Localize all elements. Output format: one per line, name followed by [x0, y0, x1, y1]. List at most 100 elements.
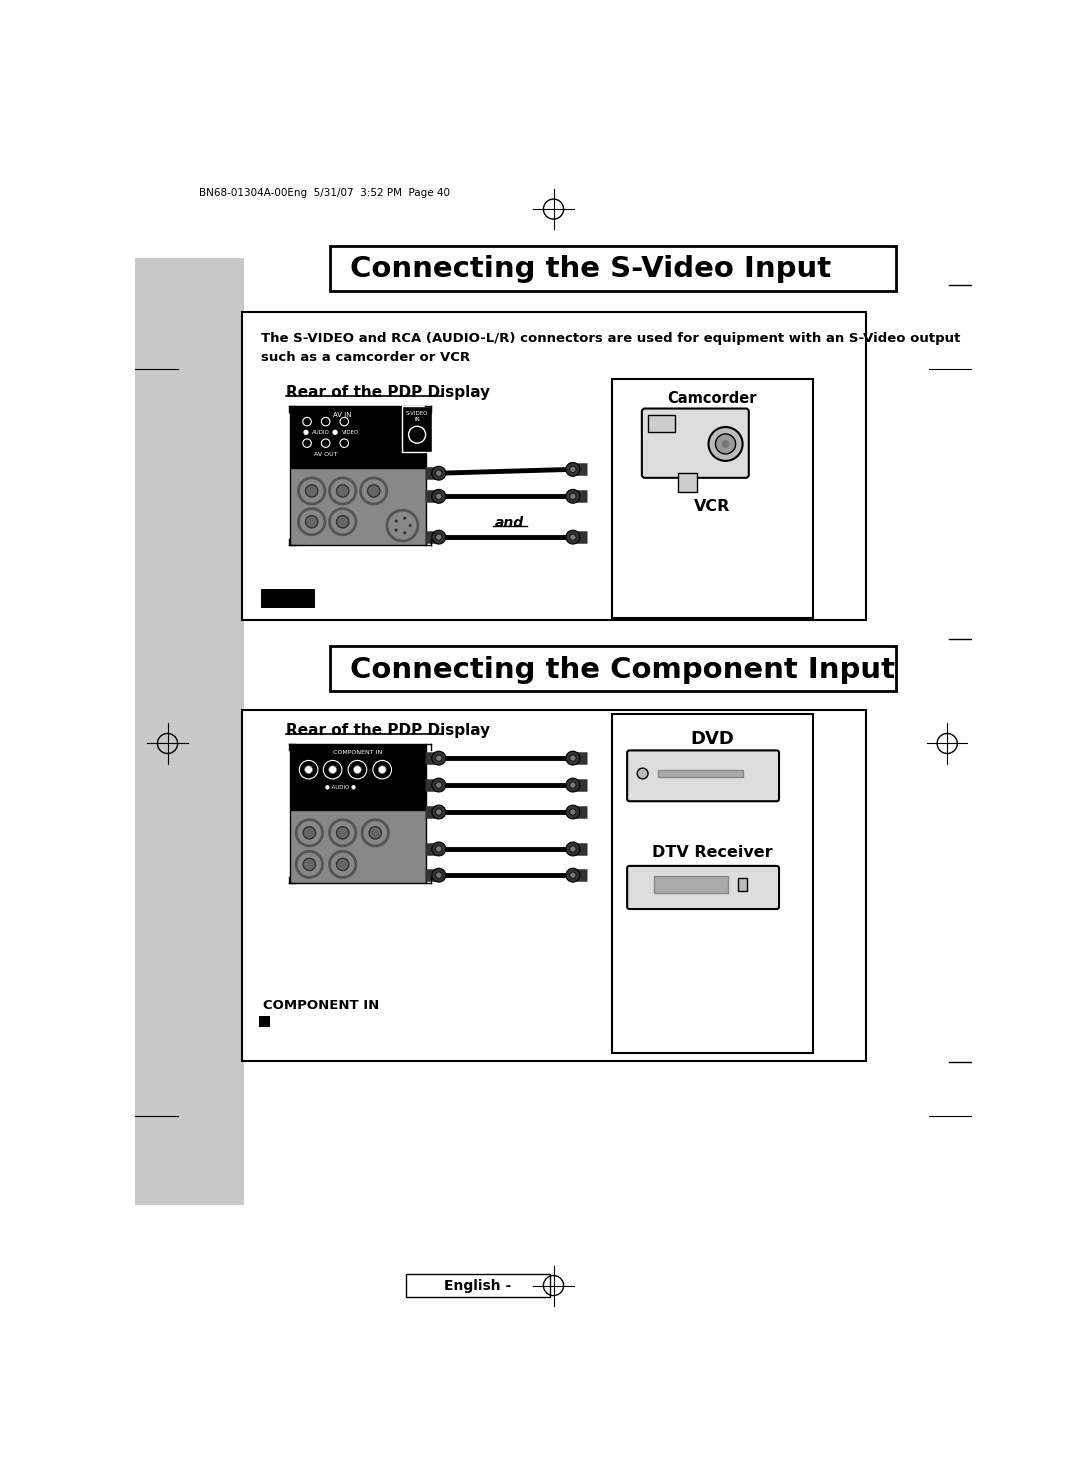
Circle shape [637, 767, 648, 779]
Circle shape [432, 489, 446, 504]
Text: The S-VIDEO and RCA (AUDIO-L/R) connectors are used for equipment with an S-Vide: The S-VIDEO and RCA (AUDIO-L/R) connecto… [260, 333, 960, 364]
Text: Rear of the PDP Display: Rear of the PDP Display [286, 384, 490, 399]
Text: VCR: VCR [694, 499, 730, 514]
Bar [291, 468, 426, 545]
Text: ● AUDIO ●: ● AUDIO ● [325, 784, 355, 790]
Circle shape [337, 516, 349, 527]
Circle shape [435, 846, 442, 851]
Circle shape [570, 493, 576, 499]
Text: BN68-01304A-00Eng  5/31/07  3:52 PM  Page 40: BN68-01304A-00Eng 5/31/07 3:52 PM Page 4… [199, 187, 449, 197]
Bar [406, 1274, 550, 1298]
Circle shape [435, 470, 442, 476]
Circle shape [570, 809, 576, 815]
Circle shape [403, 532, 406, 535]
Bar [738, 878, 747, 891]
Circle shape [435, 809, 442, 815]
Circle shape [715, 435, 735, 454]
Bar [658, 770, 743, 778]
Text: COMPONENT IN: COMPONENT IN [333, 750, 382, 754]
Circle shape [570, 756, 576, 762]
Circle shape [337, 826, 349, 840]
Circle shape [303, 826, 315, 840]
Circle shape [403, 517, 406, 520]
Circle shape [570, 782, 576, 788]
Text: DVD: DVD [690, 729, 734, 748]
Text: AV IN: AV IN [334, 411, 352, 418]
Bar [330, 647, 896, 691]
Bar [242, 311, 866, 620]
Circle shape [435, 493, 442, 499]
Circle shape [408, 524, 411, 527]
Circle shape [432, 778, 446, 792]
Text: S-VIDEO
IN: S-VIDEO IN [406, 411, 429, 423]
Circle shape [435, 782, 442, 788]
Circle shape [394, 529, 397, 532]
Text: DTV Receiver: DTV Receiver [652, 846, 772, 860]
Circle shape [566, 489, 580, 504]
Bar [611, 379, 813, 619]
Text: VIDEO: VIDEO [342, 430, 359, 435]
Text: Connecting the Component Input: Connecting the Component Input [350, 655, 895, 683]
Bar [403, 407, 432, 452]
Circle shape [570, 846, 576, 851]
Circle shape [306, 485, 318, 496]
Bar [135, 258, 422, 1205]
Text: AUDIO: AUDIO [312, 430, 329, 435]
Circle shape [708, 427, 743, 461]
Circle shape [432, 467, 446, 480]
Circle shape [367, 485, 380, 496]
Circle shape [369, 826, 381, 840]
Circle shape [378, 766, 387, 773]
Bar [260, 589, 314, 608]
Bar [242, 710, 866, 1061]
Text: COMPONENT IN: COMPONENT IN [262, 999, 379, 1012]
Text: ●: ● [332, 430, 338, 436]
Text: ●: ● [302, 430, 309, 436]
Circle shape [432, 868, 446, 882]
Bar [243, 258, 422, 1205]
Bar [291, 744, 426, 810]
Circle shape [432, 751, 446, 764]
Circle shape [566, 778, 580, 792]
Text: English -: English - [444, 1279, 511, 1293]
Text: Connecting the S-Video Input: Connecting the S-Video Input [350, 255, 832, 283]
FancyBboxPatch shape [642, 408, 748, 477]
Bar [648, 415, 675, 433]
Circle shape [566, 806, 580, 819]
Circle shape [566, 868, 580, 882]
Circle shape [337, 859, 349, 871]
Circle shape [566, 530, 580, 544]
Text: Camcorder: Camcorder [667, 390, 757, 407]
Circle shape [570, 535, 576, 541]
Circle shape [566, 843, 580, 856]
Circle shape [435, 756, 442, 762]
Circle shape [435, 535, 442, 541]
Circle shape [394, 520, 397, 523]
Text: and: and [495, 516, 524, 530]
Circle shape [566, 463, 580, 476]
Bar [677, 473, 697, 492]
Circle shape [432, 530, 446, 544]
Bar [330, 246, 896, 290]
Circle shape [306, 516, 318, 527]
Circle shape [432, 806, 446, 819]
FancyBboxPatch shape [627, 750, 779, 801]
Circle shape [435, 872, 442, 878]
Circle shape [432, 843, 446, 856]
Bar [611, 714, 813, 1053]
Bar [654, 876, 728, 893]
Circle shape [353, 766, 362, 773]
Circle shape [721, 440, 729, 448]
Bar [291, 810, 426, 882]
Text: AV OUT: AV OUT [314, 452, 337, 458]
FancyBboxPatch shape [627, 866, 779, 909]
Bar [259, 1016, 270, 1027]
Circle shape [305, 766, 312, 773]
Circle shape [328, 766, 337, 773]
Bar [291, 407, 426, 468]
Circle shape [570, 872, 576, 878]
Circle shape [337, 485, 349, 496]
Text: Rear of the PDP Display: Rear of the PDP Display [286, 723, 490, 738]
Circle shape [303, 859, 315, 871]
Circle shape [570, 467, 576, 473]
